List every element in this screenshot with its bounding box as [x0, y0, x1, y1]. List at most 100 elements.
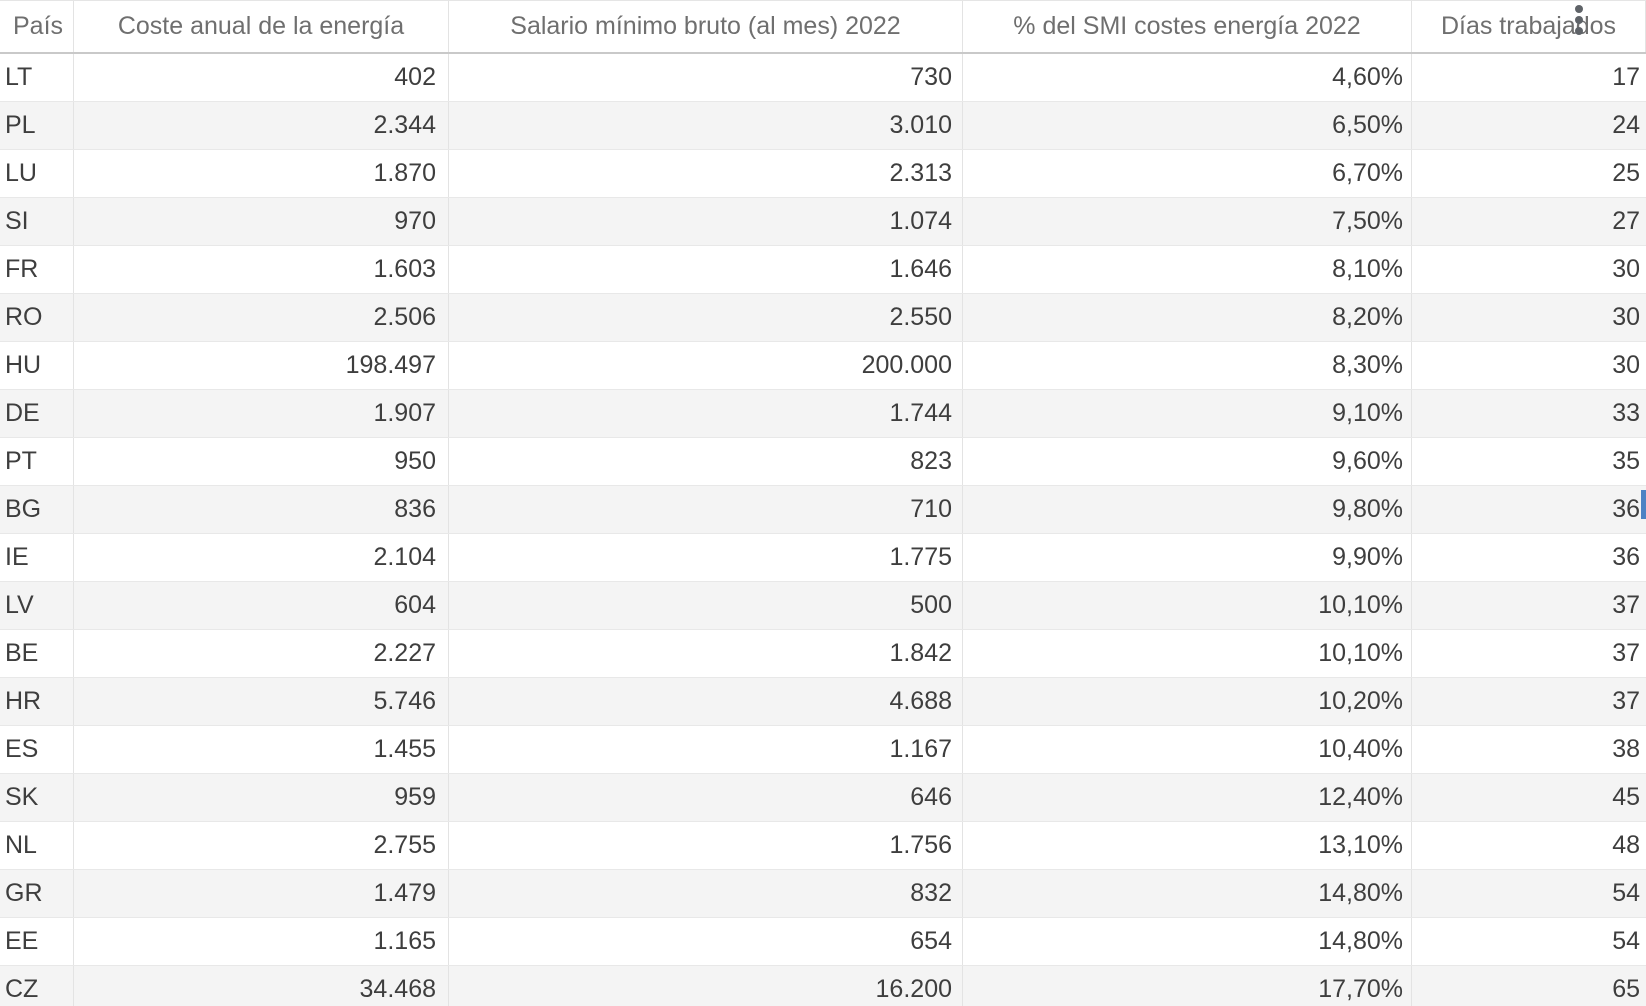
cell-pct[interactable]: 9,90% [963, 534, 1412, 581]
column-header-salario-minimo[interactable]: Salario mínimo bruto (al mes) 2022 [449, 1, 963, 52]
cell-pct[interactable]: 10,10% [963, 630, 1412, 677]
cell-salario[interactable]: 16.200 [449, 966, 963, 1006]
cell-pais[interactable]: DE [0, 390, 74, 437]
cell-coste[interactable]: 198.497 [74, 342, 449, 389]
cell-coste[interactable]: 1.870 [74, 150, 449, 197]
cell-coste[interactable]: 959 [74, 774, 449, 821]
cell-pais[interactable]: RO [0, 294, 74, 341]
cell-dias[interactable]: 30 [1612, 351, 1640, 379]
cell-coste[interactable]: 2.344 [74, 102, 449, 149]
cell-dias[interactable]: 30 [1612, 303, 1640, 331]
cell-pais[interactable]: FR [0, 246, 74, 293]
cell-pais[interactable]: SI [0, 198, 74, 245]
column-header-pct-smi[interactable]: % del SMI costes energía 2022 [963, 1, 1412, 52]
cell-pct[interactable]: 14,80% [963, 870, 1412, 917]
cell-pct[interactable]: 9,10% [963, 390, 1412, 437]
cell-dias[interactable]: 54 [1612, 927, 1640, 955]
cell-salario[interactable]: 730 [449, 54, 963, 101]
cell-pct[interactable]: 8,30% [963, 342, 1412, 389]
cell-coste[interactable]: 1.165 [74, 918, 449, 965]
cell-pct[interactable]: 4,60% [963, 54, 1412, 101]
cell-salario[interactable]: 2.313 [449, 150, 963, 197]
cell-pais[interactable]: EE [0, 918, 74, 965]
cell-pct[interactable]: 14,80% [963, 918, 1412, 965]
cell-coste[interactable]: 402 [74, 54, 449, 101]
cell-coste[interactable]: 1.455 [74, 726, 449, 773]
cell-pct[interactable]: 13,10% [963, 822, 1412, 869]
cell-coste[interactable]: 2.104 [74, 534, 449, 581]
cell-dias[interactable]: 54 [1612, 879, 1640, 907]
cell-coste[interactable]: 1.603 [74, 246, 449, 293]
cell-coste[interactable]: 950 [74, 438, 449, 485]
cell-dias[interactable]: 38 [1612, 735, 1640, 763]
cell-pct[interactable]: 6,70% [963, 150, 1412, 197]
cell-pct[interactable]: 8,20% [963, 294, 1412, 341]
column-header-coste-anual[interactable]: Coste anual de la energía [74, 1, 449, 52]
cell-coste[interactable]: 2.755 [74, 822, 449, 869]
cell-pais[interactable]: PT [0, 438, 74, 485]
cell-pais[interactable]: BG [0, 486, 74, 533]
cell-coste[interactable]: 34.468 [74, 966, 449, 1006]
cell-salario[interactable]: 3.010 [449, 102, 963, 149]
cell-coste[interactable]: 604 [74, 582, 449, 629]
cell-pais[interactable]: BE [0, 630, 74, 677]
cell-salario[interactable]: 500 [449, 582, 963, 629]
cell-coste[interactable]: 2.506 [74, 294, 449, 341]
cell-pct[interactable]: 7,50% [963, 198, 1412, 245]
cell-pais[interactable]: GR [0, 870, 74, 917]
cell-salario[interactable]: 1.756 [449, 822, 963, 869]
cell-pct[interactable]: 9,80% [963, 486, 1412, 533]
cell-pais[interactable]: HU [0, 342, 74, 389]
cell-dias[interactable]: 37 [1612, 687, 1640, 715]
cell-dias[interactable]: 25 [1612, 159, 1640, 187]
cell-coste[interactable]: 1.479 [74, 870, 449, 917]
cell-dias[interactable]: 48 [1612, 831, 1640, 859]
cell-pais[interactable]: LU [0, 150, 74, 197]
cell-dias[interactable]: 65 [1612, 975, 1640, 1003]
cell-pais[interactable]: ES [0, 726, 74, 773]
cell-coste[interactable]: 836 [74, 486, 449, 533]
cell-pct[interactable]: 10,40% [963, 726, 1412, 773]
cell-dias[interactable]: 30 [1612, 255, 1640, 283]
cell-dias[interactable]: 36 [1612, 543, 1640, 571]
cell-salario[interactable]: 2.550 [449, 294, 963, 341]
cell-dias[interactable]: 45 [1612, 783, 1640, 811]
cell-salario[interactable]: 832 [449, 870, 963, 917]
cell-dias[interactable]: 37 [1612, 639, 1640, 667]
cell-salario[interactable]: 646 [449, 774, 963, 821]
cell-dias[interactable]: 37 [1612, 591, 1640, 619]
cell-dias[interactable]: 33 [1612, 399, 1640, 427]
cell-pct[interactable]: 12,40% [963, 774, 1412, 821]
column-header-pais[interactable]: País [0, 1, 74, 52]
cell-coste[interactable]: 1.907 [74, 390, 449, 437]
cell-pais[interactable]: CZ [0, 966, 74, 1006]
cell-salario[interactable]: 1.074 [449, 198, 963, 245]
cell-pct[interactable]: 6,50% [963, 102, 1412, 149]
cell-pct[interactable]: 10,10% [963, 582, 1412, 629]
cell-salario[interactable]: 1.167 [449, 726, 963, 773]
cell-dias[interactable]: 24 [1612, 111, 1640, 139]
cell-pct[interactable]: 17,70% [963, 966, 1412, 1006]
cell-salario[interactable]: 4.688 [449, 678, 963, 725]
cell-dias[interactable]: 27 [1612, 207, 1640, 235]
cell-salario[interactable]: 823 [449, 438, 963, 485]
cell-pais[interactable]: IE [0, 534, 74, 581]
cell-coste[interactable]: 5.746 [74, 678, 449, 725]
column-header-dias-trabajados[interactable]: Días trabajados [1412, 1, 1646, 52]
column-menu-icon[interactable] [1575, 5, 1583, 35]
cell-pct[interactable]: 10,20% [963, 678, 1412, 725]
cell-dias[interactable]: 36 [1612, 495, 1640, 523]
cell-salario[interactable]: 710 [449, 486, 963, 533]
cell-coste[interactable]: 970 [74, 198, 449, 245]
cell-pais[interactable]: HR [0, 678, 74, 725]
cell-salario[interactable]: 1.842 [449, 630, 963, 677]
cell-pais[interactable]: NL [0, 822, 74, 869]
cell-pais[interactable]: PL [0, 102, 74, 149]
cell-salario[interactable]: 200.000 [449, 342, 963, 389]
cell-dias[interactable]: 35 [1612, 447, 1640, 475]
cell-pais[interactable]: SK [0, 774, 74, 821]
cell-salario[interactable]: 1.646 [449, 246, 963, 293]
cell-dias[interactable]: 17 [1612, 63, 1640, 91]
cell-pais[interactable]: LV [0, 582, 74, 629]
cell-salario[interactable]: 1.775 [449, 534, 963, 581]
